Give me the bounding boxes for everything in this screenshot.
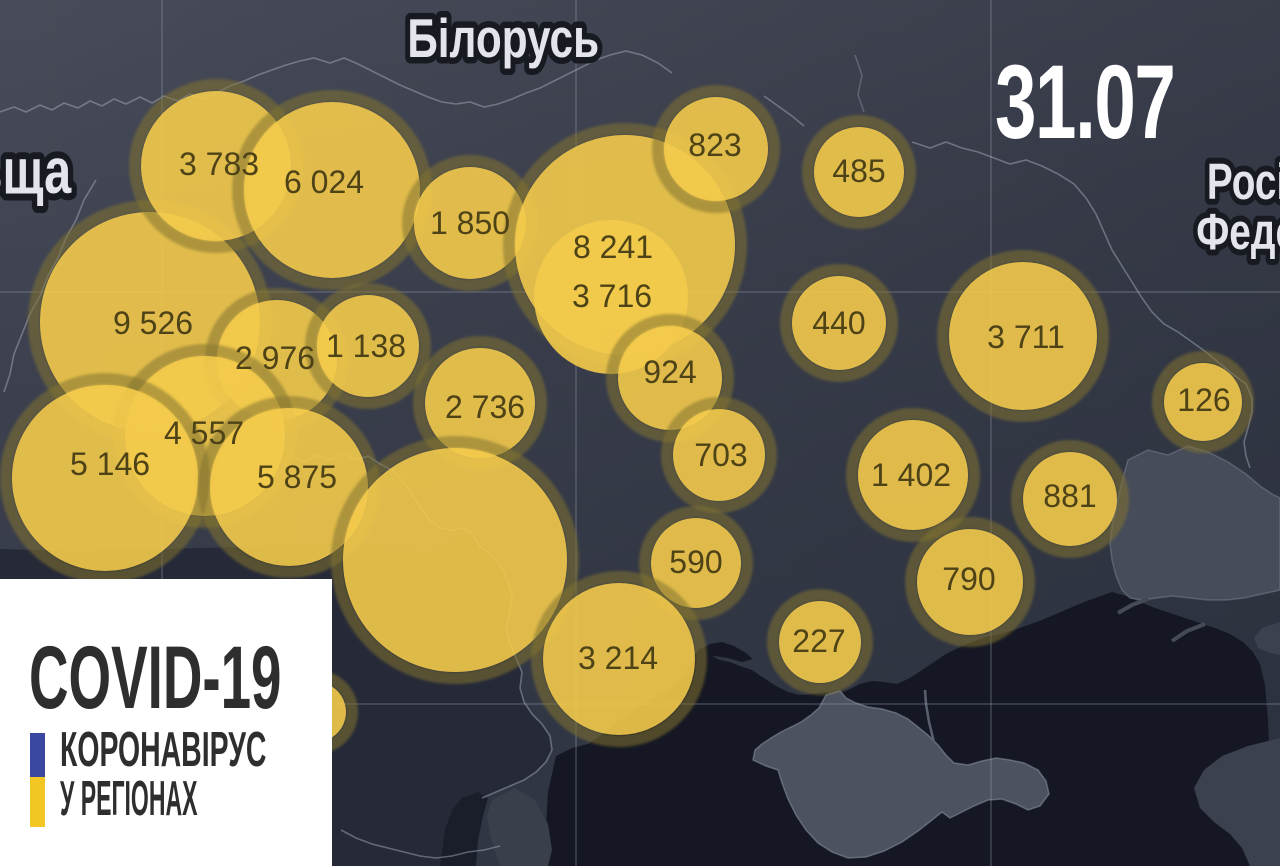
svg-text:881: 881 [1043,478,1096,514]
svg-text:1 138: 1 138 [326,328,406,364]
svg-text:ьща: ьща [0,137,72,208]
svg-text:3 716: 3 716 [572,278,652,314]
svg-text:Російська: Російська [1207,153,1280,210]
svg-text:703: 703 [694,437,747,473]
svg-text:3 711: 3 711 [987,319,1065,355]
svg-text:790: 790 [942,561,995,597]
svg-text:5 146: 5 146 [70,446,150,482]
svg-text:Федерація: Федерація [1196,203,1280,260]
svg-text:5 875: 5 875 [257,459,337,495]
svg-text:Білорусь: Білорусь [407,9,599,70]
svg-text:126: 126 [1177,382,1230,418]
svg-text:8 241: 8 241 [573,229,653,265]
svg-text:2 976: 2 976 [235,340,315,376]
svg-text:2 736: 2 736 [445,389,525,425]
svg-text:227: 227 [792,623,845,659]
svg-text:4 557: 4 557 [164,415,244,451]
svg-text:9 526: 9 526 [113,305,193,341]
svg-text:440: 440 [812,305,865,341]
svg-text:1 850: 1 850 [430,205,510,241]
svg-text:485: 485 [832,153,885,189]
svg-text:6 024: 6 024 [284,164,364,200]
svg-text:3 783: 3 783 [179,146,259,182]
svg-text:924: 924 [643,354,696,390]
svg-text:590: 590 [669,544,722,580]
svg-text:1 402: 1 402 [871,457,951,493]
svg-text:3 214: 3 214 [578,640,658,676]
svg-text:823: 823 [688,127,741,163]
